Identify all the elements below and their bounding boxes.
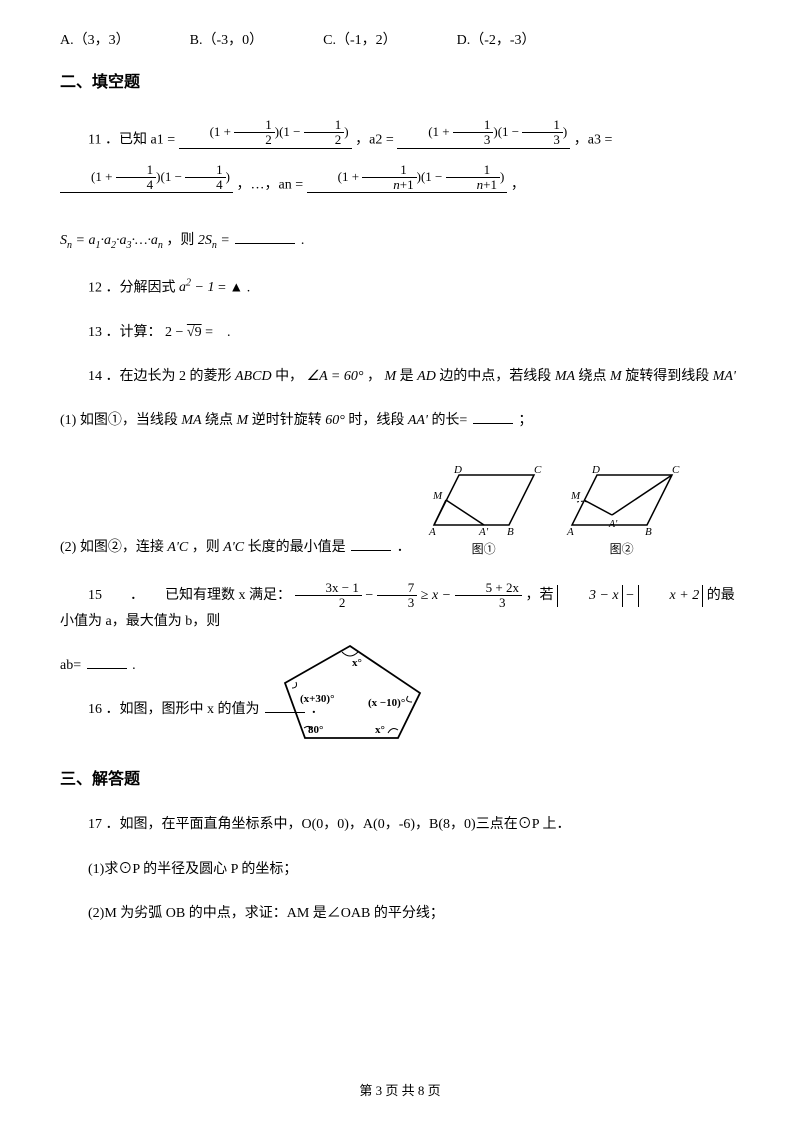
svg-text:80°: 80° <box>308 724 323 736</box>
q14-part1: (1) 如图①，当线段 MA 绕点 M 逆时针旋转 60° 时，线段 AA' 的… <box>60 410 740 432</box>
q16-figure: x° (x+30)° (x −10)° 80° x° <box>270 638 740 753</box>
q11-term2: (1 + 13)(1 − 13) <box>397 118 570 163</box>
q11-termn: (1 + 1n+1)(1 − 1n+1) <box>307 163 508 208</box>
svg-text:M: M <box>432 490 443 502</box>
mc-options-row: A.（3，3） B.（-3，0） C.（-1，2） D.（-2，-3） <box>60 30 740 52</box>
option-b: B.（-3，0） <box>190 30 264 52</box>
q11-blank <box>235 230 295 244</box>
q14-part2-row: (2) 如图②，连接 A'C ，则 A'C 长度的最小值是 ． A A' B C… <box>60 455 740 559</box>
q14-blank1 <box>473 410 513 424</box>
svg-text:A: A <box>566 526 574 538</box>
q11-line2: Sn = a1·a2·a3·…·an ，则 2Sn = . <box>60 230 740 254</box>
svg-text:D: D <box>453 464 462 476</box>
svg-text:x°: x° <box>375 724 385 736</box>
svg-text:B: B <box>507 526 514 538</box>
svg-text:A': A' <box>478 526 489 538</box>
q15-abs1: 3 − x <box>557 585 623 607</box>
q11-term3: (1 + 14)(1 − 14) <box>60 163 233 208</box>
q14-figure2: A A' B C D M 图② <box>557 455 687 559</box>
svg-text:x°: x° <box>352 657 362 669</box>
option-d: D.（-2，-3） <box>457 30 536 52</box>
q15-blank <box>87 655 127 669</box>
svg-text:C: C <box>672 464 680 476</box>
section-fill-blank: 二、填空题 <box>60 70 740 96</box>
section-answer: 三、解答题 <box>60 767 740 793</box>
q14-line1: 14 ．在边长为 2 的菱形 ABCD 中， ∠A = 60° ， M 是 AD… <box>60 366 740 388</box>
svg-text:(x+30)°: (x+30)° <box>300 693 335 705</box>
q11-2sn: 2Sn = <box>198 233 230 248</box>
svg-text:C: C <box>534 464 542 476</box>
q15-frac1: 3x − 12 <box>295 581 362 611</box>
q16-blank <box>265 699 305 713</box>
q14-blank2 <box>351 537 391 551</box>
q14-figure1: A A' B C D M 图① <box>419 455 549 559</box>
svg-text:(x −10)°: (x −10)° <box>368 697 405 709</box>
fig2-label: 图② <box>557 540 687 559</box>
q15: 15 ． 已知有理数 x 满足： 3x − 12 − 73 ≥ x − 5 + … <box>60 581 740 633</box>
svg-text:M: M <box>570 490 581 502</box>
svg-text:B: B <box>645 526 652 538</box>
q11-sn: Sn = a1·a2·a3·…·an <box>60 233 163 248</box>
q12-expr: a2 − 1 <box>179 280 214 295</box>
svg-text:A: A <box>428 526 436 538</box>
option-c: C.（-1，2） <box>323 30 397 52</box>
q11-prefix: 11 ．已知 a1 = <box>88 133 175 148</box>
q13-expr: 2 − √9 <box>165 325 202 340</box>
q17-line1: 17 ．如图，在平面直角坐标系中，O(0，0)，A(0，-6)，B(8，0)三点… <box>60 814 740 836</box>
q17-line2: (1)求⊙P 的半径及圆心 P 的坐标； <box>60 859 740 881</box>
option-a: A.（3，3） <box>60 30 130 52</box>
svg-text:D: D <box>591 464 600 476</box>
q15-abs2: x + 2 <box>638 585 704 607</box>
q15-frac2: 73 <box>377 581 418 611</box>
q11: 11 ．已知 a1 = (1 + 12)(1 − 12) ，a2 = (1 + … <box>60 118 740 208</box>
q17-line3: (2)M 为劣弧 OB 的中点，求证：AM 是∠OAB 的平分线； <box>60 903 740 925</box>
fig1-label: 图① <box>419 540 549 559</box>
page-footer: 第 3 页 共 8 页 <box>0 1081 800 1102</box>
svg-text:A': A' <box>608 519 618 530</box>
q15-frac3: 5 + 2x3 <box>455 581 522 611</box>
q12: 12 ．分解因式 a2 − 1 = ▲ . <box>60 276 740 300</box>
q11-term1: (1 + 12)(1 − 12) <box>179 118 352 163</box>
q13: 13 ．计算： 2 − √9 = . <box>60 322 740 344</box>
